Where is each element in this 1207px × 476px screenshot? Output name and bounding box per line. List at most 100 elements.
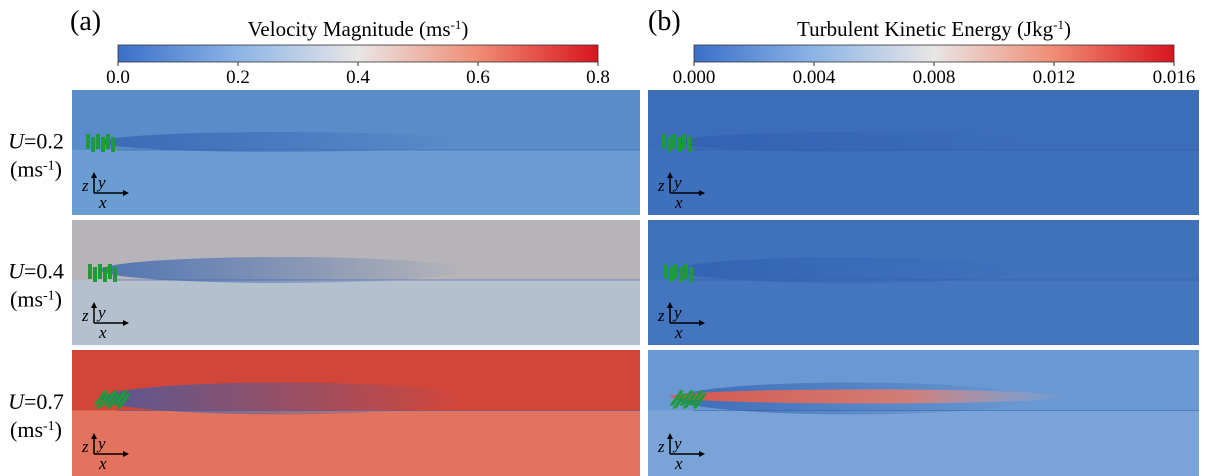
colorbar xyxy=(117,44,599,63)
arrowhead xyxy=(91,302,97,308)
arrowhead xyxy=(123,320,129,326)
plant xyxy=(111,137,115,152)
row-unit-text: (ms xyxy=(10,417,43,442)
row-unit-sup: -1 xyxy=(43,288,55,303)
row-value: =0.4 xyxy=(24,259,64,284)
colorbar-tick-label: 0.004 xyxy=(793,67,836,88)
colorbar-title-end: ) xyxy=(461,17,468,41)
colorbar-tick-label: 0.016 xyxy=(1153,67,1196,88)
plant xyxy=(669,390,685,406)
colorbar-title-text: Turbulent Kinetic Energy (Jkg xyxy=(797,17,1054,41)
colorbar-tick-label: 0.012 xyxy=(1033,67,1076,88)
colorbar xyxy=(693,44,1175,63)
plant xyxy=(96,134,100,149)
plant xyxy=(98,264,102,279)
plant xyxy=(672,134,676,149)
plant xyxy=(106,134,110,149)
panel-letter: (b) xyxy=(648,6,681,37)
row-unit-text: (ms xyxy=(10,157,43,182)
plant xyxy=(108,264,112,279)
plant xyxy=(96,393,111,409)
colorbar-tick-label: 0.8 xyxy=(586,67,610,88)
plant xyxy=(689,390,705,406)
row-variable: U xyxy=(8,129,26,154)
row-unit-end: ) xyxy=(55,287,62,312)
arrowhead xyxy=(91,172,97,178)
plant xyxy=(113,267,117,282)
field-lower xyxy=(72,410,640,476)
field-lower xyxy=(648,410,1199,476)
row-value: =0.7 xyxy=(24,389,64,414)
colorbar-tick-label: 0.2 xyxy=(226,67,250,88)
row-variable: U xyxy=(8,389,26,414)
axis-label-y: y xyxy=(96,173,106,192)
row-unit-end: ) xyxy=(55,417,62,442)
plant xyxy=(91,137,95,152)
plant xyxy=(116,393,131,409)
plant xyxy=(672,393,687,409)
axis-label-z: z xyxy=(81,437,89,456)
arrowhead xyxy=(699,320,705,326)
row-value: =0.2 xyxy=(24,129,64,154)
colorbar-title: Velocity Magnitude (ms-1) xyxy=(248,17,469,42)
arrowhead xyxy=(91,433,97,439)
axis-label-x: x xyxy=(98,454,107,473)
arrowhead xyxy=(699,190,705,196)
plant xyxy=(677,137,681,152)
colorbar-tick-label: 0.4 xyxy=(346,67,370,88)
wake xyxy=(100,132,465,152)
axis-label-x: x xyxy=(674,454,683,473)
row-unit: (ms-1) xyxy=(10,157,62,182)
colorbar-tick-label: 0.000 xyxy=(673,67,716,88)
row-unit: (ms-1) xyxy=(10,287,62,312)
plant xyxy=(682,134,686,149)
colorbar-title-text: Velocity Magnitude (ms xyxy=(248,17,451,41)
axis-label-x: x xyxy=(98,323,107,342)
plant xyxy=(103,390,119,406)
wake xyxy=(100,257,465,283)
plant xyxy=(103,267,107,282)
axis-label-y: y xyxy=(96,303,106,322)
plant xyxy=(692,393,707,409)
panel-letter: (a) xyxy=(70,6,101,37)
plant xyxy=(113,390,129,406)
axis-label-z: z xyxy=(657,437,665,456)
row-unit: (ms-1) xyxy=(10,417,62,442)
plant xyxy=(684,264,688,279)
arrowhead xyxy=(667,433,673,439)
plant xyxy=(687,137,691,152)
axis-label-z: z xyxy=(81,306,89,325)
plant xyxy=(101,137,105,152)
axis-label-z: z xyxy=(657,176,665,195)
plant xyxy=(86,134,90,149)
plant xyxy=(106,393,121,409)
colorbar-tick-label: 0.008 xyxy=(913,67,956,88)
colorbar-tick-label: 0.6 xyxy=(466,67,490,88)
arrowhead xyxy=(667,302,673,308)
plant xyxy=(88,264,92,279)
axis-label-z: z xyxy=(657,306,665,325)
arrowhead xyxy=(699,451,705,457)
plant xyxy=(679,390,695,406)
colorbar-title-end: ) xyxy=(1064,17,1071,41)
arrowhead xyxy=(667,172,673,178)
plant xyxy=(689,267,693,282)
plant xyxy=(93,267,97,282)
axis-label-x: x xyxy=(674,193,683,212)
field-lower xyxy=(648,280,1199,345)
plant xyxy=(682,393,697,409)
row-label: U=0.7 xyxy=(8,389,64,414)
plant xyxy=(669,267,673,282)
row-unit-sup: -1 xyxy=(43,158,55,173)
row-unit-text: (ms xyxy=(10,287,43,312)
row-label: U=0.2 xyxy=(8,129,64,154)
axis-label-y: y xyxy=(672,173,682,192)
plant xyxy=(664,264,668,279)
plant xyxy=(679,267,683,282)
colorbar-title-sup: -1 xyxy=(1053,17,1064,32)
wake xyxy=(676,132,1030,152)
wake xyxy=(100,382,465,415)
wake xyxy=(676,257,1030,283)
axis-label-x: x xyxy=(674,323,683,342)
